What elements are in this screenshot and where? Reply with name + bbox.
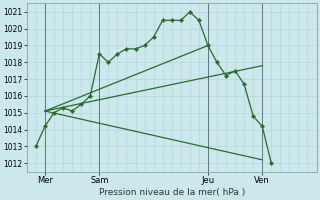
- X-axis label: Pression niveau de la mer( hPa ): Pression niveau de la mer( hPa ): [99, 188, 245, 197]
